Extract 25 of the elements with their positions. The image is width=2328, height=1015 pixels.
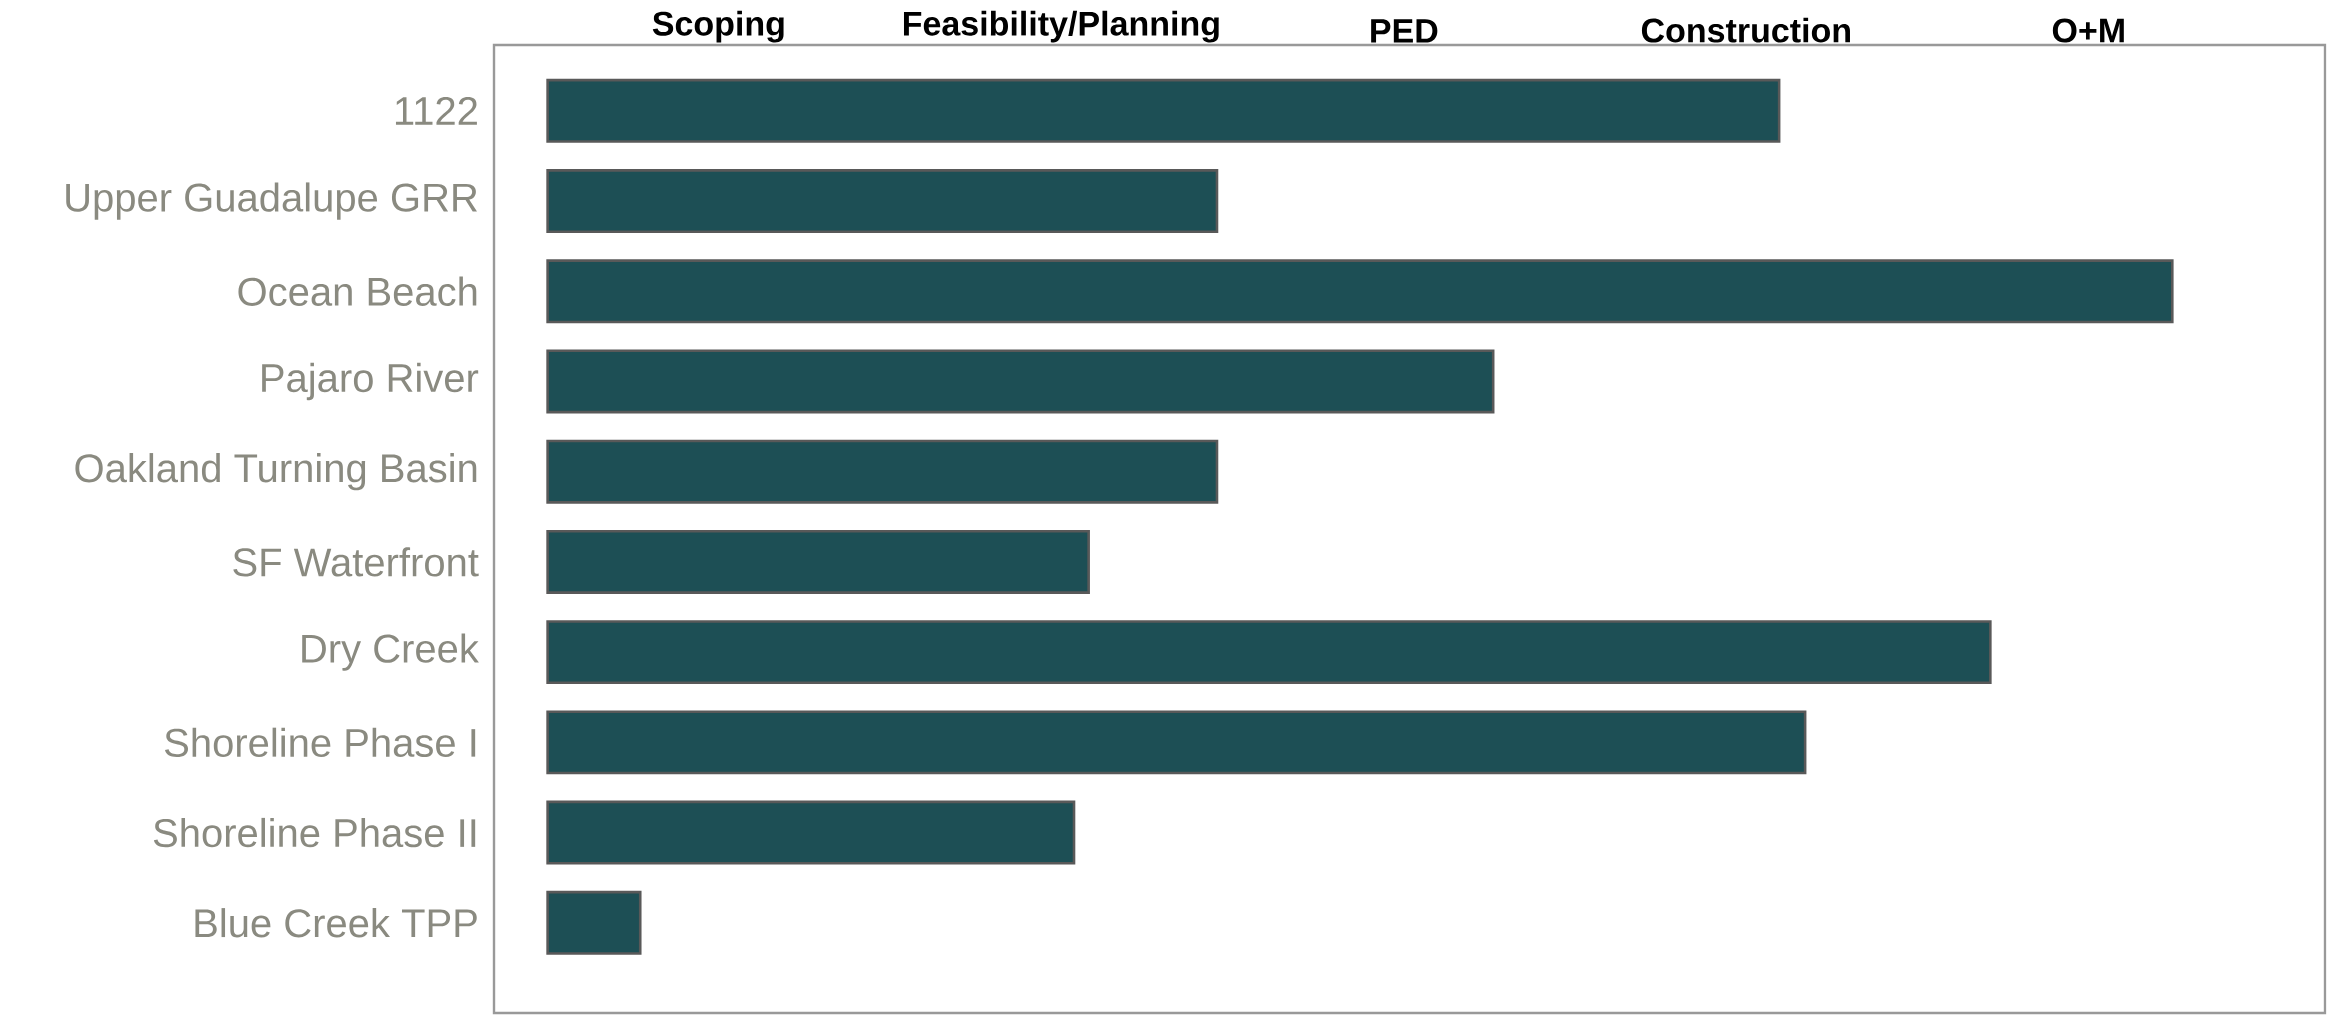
y-tick-label: Dry Creek [302,633,479,671]
bar [546,259,2174,324]
text: O+M [2052,18,2124,43]
bar [546,620,1992,685]
bar [546,78,1781,143]
text: Scoping [652,10,784,43]
y-tick-label: Shoreline Phase I [165,727,476,758]
y-tick-label: Blue Creek TPP [195,908,477,938]
y-tick-label: SF Waterfront [233,547,479,577]
bar [546,710,1807,775]
text: Construction [1641,17,1850,43]
bar [546,800,1076,865]
text: PED [1371,19,1438,43]
y-tick-label: Shoreline Phase II [153,817,476,848]
bar [546,169,1219,234]
y-tick-label: Ocean Beach [238,276,477,306]
y-tick-label: Oakland Turning Basin [75,453,477,491]
text: Feasibility/Planning [903,10,1219,43]
y-tick-label: 1122 [395,96,477,125]
bar [546,529,1090,594]
bar [546,349,1495,414]
y-tick-label: Pajaro River [262,362,479,401]
bar [546,890,642,955]
bar [546,439,1219,504]
y-tick-label: Upper Guadalupe GRR [66,182,477,220]
